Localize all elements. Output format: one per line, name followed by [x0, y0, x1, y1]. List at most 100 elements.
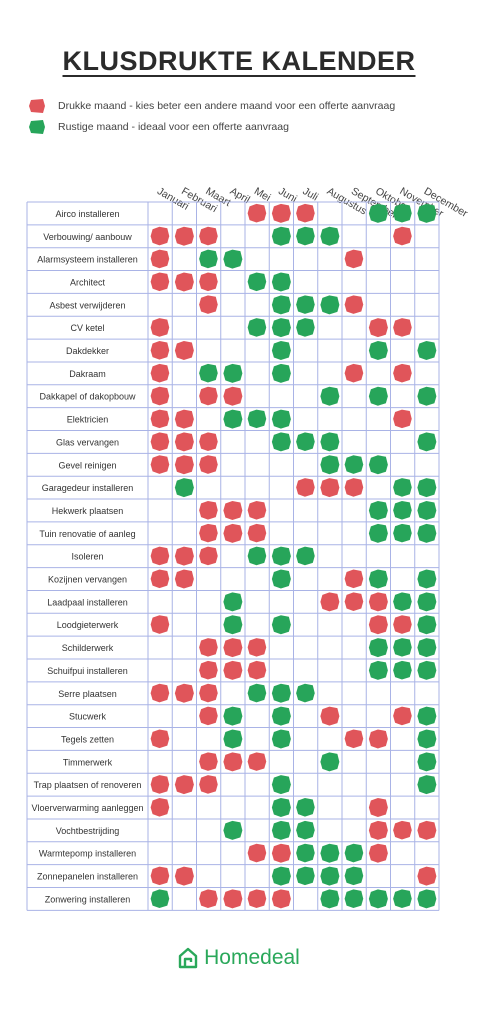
- row-label: Dakdekker: [66, 346, 109, 356]
- row-label: Isoleren: [71, 552, 103, 562]
- quiet-marker: [271, 272, 291, 292]
- quiet-marker: [368, 203, 388, 223]
- busy-marker: [150, 615, 170, 634]
- busy-marker: [150, 775, 170, 794]
- quiet-marker: [296, 798, 315, 817]
- quiet-marker: [417, 569, 437, 589]
- busy-marker: [344, 592, 364, 611]
- busy-marker: [344, 363, 364, 383]
- row-label: Glas vervangen: [56, 437, 119, 447]
- row-label: Schuifpui installeren: [47, 666, 128, 676]
- quiet-marker: [247, 409, 267, 429]
- busy-marker: [199, 546, 218, 566]
- busy-marker: [150, 798, 170, 817]
- quiet-marker: [223, 409, 243, 429]
- row-label: Asbest verwijderen: [49, 300, 125, 310]
- quiet-marker: [393, 638, 412, 657]
- quiet-marker: [271, 683, 291, 703]
- quiet-marker: [271, 706, 291, 726]
- busy-marker: [150, 729, 170, 749]
- busy-marker: [199, 386, 218, 406]
- busy-marker: [199, 889, 218, 909]
- busy-marker: [344, 478, 364, 497]
- busy-marker: [296, 203, 315, 223]
- busy-marker: [150, 226, 170, 246]
- quiet-marker: [393, 203, 412, 223]
- quiet-marker: [368, 889, 388, 909]
- busy-marker: [150, 546, 170, 566]
- busy-marker: [247, 638, 267, 657]
- busy-marker: [368, 843, 388, 863]
- row-label: Elektricien: [67, 415, 109, 425]
- month-label: April: [228, 185, 252, 206]
- quiet-marker: [271, 820, 291, 840]
- busy-marker: [150, 683, 170, 703]
- busy-marker: [393, 615, 412, 634]
- busy-marker: [223, 638, 243, 658]
- quiet-marker: [320, 295, 340, 315]
- busy-marker: [247, 843, 267, 863]
- quiet-marker: [271, 363, 291, 383]
- quiet-marker: [271, 295, 291, 315]
- quiet-marker: [296, 843, 315, 863]
- busy-marker: [174, 866, 194, 886]
- quiet-marker: [320, 386, 340, 406]
- quiet-marker: [271, 775, 291, 795]
- quiet-marker: [320, 226, 340, 246]
- quiet-marker: [417, 592, 437, 612]
- quiet-marker: [417, 615, 437, 635]
- quiet-marker: [368, 660, 388, 680]
- legend-quiet: Rustige maand - ideaal voor een offerte …: [28, 117, 289, 137]
- busy-marker: [223, 752, 243, 772]
- busy-marker: [247, 752, 267, 771]
- busy-marker: [223, 500, 243, 520]
- busy-marker: [393, 409, 412, 429]
- row-label: CV ketel: [70, 323, 104, 333]
- busy-swatch-icon: [29, 99, 45, 113]
- busy-marker: [393, 706, 412, 726]
- quiet-marker: [368, 341, 388, 361]
- busy-marker: [199, 295, 218, 314]
- brand-name: Homedeal: [204, 946, 300, 969]
- busy-marker: [174, 569, 194, 589]
- quiet-marker: [417, 500, 437, 520]
- quiet-marker: [368, 455, 388, 475]
- quiet-marker: [417, 386, 437, 406]
- busy-marker: [199, 523, 218, 543]
- busy-marker: [417, 866, 437, 886]
- quiet-marker: [223, 249, 243, 269]
- row-label: Laadpaal installeren: [47, 597, 128, 607]
- busy-marker: [223, 660, 243, 680]
- quiet-marker: [320, 455, 340, 475]
- busy-marker: [247, 523, 267, 543]
- busy-marker: [199, 775, 218, 794]
- quiet-marker: [417, 775, 437, 795]
- busy-marker: [174, 683, 194, 703]
- quiet-marker: [320, 752, 340, 772]
- busy-marker: [150, 455, 170, 474]
- row-label: Vloerverwarming aanleggen: [31, 803, 143, 813]
- page-title: KLUSDRUKTE KALENDER: [62, 46, 416, 76]
- busy-marker: [393, 318, 412, 337]
- busy-marker: [150, 866, 170, 886]
- busy-marker: [344, 249, 364, 269]
- quiet-marker: [271, 615, 291, 635]
- row-label: Verbouwing/ aanbouw: [43, 232, 132, 242]
- row-label: Warmtepomp installeren: [39, 849, 136, 859]
- busy-marker: [150, 272, 170, 292]
- quiet-marker: [223, 592, 243, 612]
- quiet-marker: [417, 706, 437, 726]
- busy-marker: [223, 523, 243, 543]
- row-label: Hekwerk plaatsen: [52, 506, 124, 516]
- busy-marker: [368, 798, 388, 818]
- quiet-marker: [320, 889, 340, 909]
- quiet-marker: [271, 432, 291, 452]
- quiet-marker: [417, 889, 437, 909]
- busy-marker: [199, 226, 218, 246]
- busy-marker: [150, 318, 170, 337]
- row-label: Zonnepanelen installeren: [37, 872, 138, 882]
- quiet-marker: [247, 683, 267, 703]
- busy-marker: [150, 432, 170, 452]
- quiet-marker: [393, 500, 412, 520]
- busy-marker: [393, 226, 412, 246]
